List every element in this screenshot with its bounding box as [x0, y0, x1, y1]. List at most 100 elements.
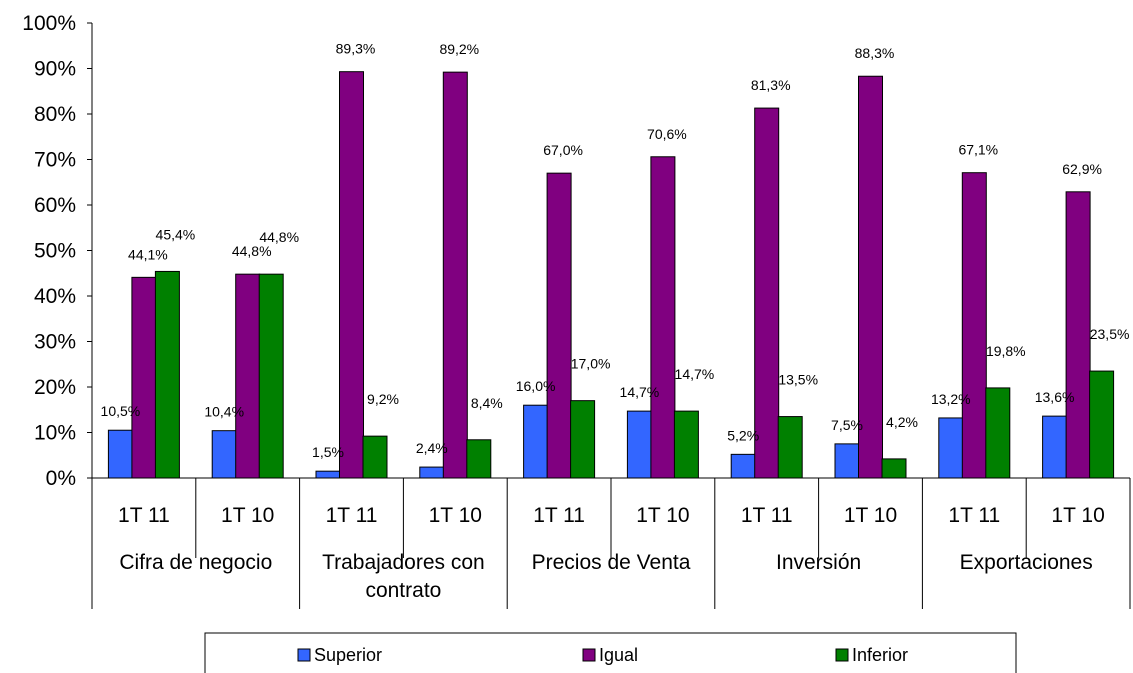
y-tick-label: 0%: [46, 467, 76, 490]
bar-igual: [961, 172, 987, 479]
data-label-igual: 62,9%: [1062, 161, 1102, 177]
y-tick-label: 40%: [34, 285, 76, 308]
group-label: Cifra de negocio: [119, 551, 272, 574]
bar-inferior: [154, 270, 180, 479]
bar-igual: [1065, 191, 1091, 479]
data-label-igual: 88,3%: [855, 45, 895, 61]
group-label: Exportaciones: [960, 551, 1093, 574]
data-label-inferior: 14,7%: [675, 366, 715, 382]
data-label-igual: 44,1%: [128, 246, 168, 262]
data-label-superior: 10,4%: [204, 404, 244, 420]
data-label-igual: 70,6%: [647, 126, 687, 142]
data-label-inferior: 19,8%: [986, 343, 1026, 359]
category-label: 1T 10: [636, 504, 689, 527]
legend: Superior Igual Inferior: [204, 632, 1017, 673]
group-label: contrato: [365, 579, 441, 602]
bar-inferior: [258, 273, 284, 479]
category-label: 1T 11: [948, 504, 1000, 527]
category-label: 1T 10: [844, 504, 897, 527]
bar-igual: [650, 156, 676, 479]
category-label: 1T 11: [118, 504, 170, 527]
data-label-inferior: 9,2%: [367, 391, 399, 407]
group-label: Precios de Venta: [532, 551, 691, 574]
bar-inferior: [881, 458, 907, 479]
data-label-igual: 67,0%: [543, 142, 583, 158]
bar-igual: [442, 71, 468, 479]
legend-label-inferior: Inferior: [852, 645, 908, 665]
data-label-inferior: 8,4%: [471, 395, 503, 411]
legend-label-superior: Superior: [314, 645, 382, 665]
data-label-igual: 67,1%: [958, 142, 998, 158]
data-label-superior: 13,6%: [1035, 389, 1075, 405]
bar-superior: [1042, 415, 1068, 479]
bar-superior: [938, 417, 964, 479]
data-label-superior: 13,2%: [931, 391, 971, 407]
bar-superior: [626, 410, 652, 479]
category-label: 1T 11: [326, 504, 378, 527]
y-tick-label: 20%: [34, 376, 76, 399]
data-label-igual: 81,3%: [751, 77, 791, 93]
data-label-inferior: 44,8%: [259, 229, 299, 245]
bar-superior: [211, 430, 237, 479]
y-tick-label: 80%: [34, 103, 76, 126]
data-label-superior: 16,0%: [516, 378, 556, 394]
data-label-superior: 1,5%: [312, 444, 344, 460]
data-label-inferior: 13,5%: [778, 372, 818, 388]
data-label-igual: 89,3%: [336, 41, 376, 57]
data-label-inferior: 23,5%: [1090, 326, 1130, 342]
bar-superior: [315, 470, 341, 479]
data-label-inferior: 45,4%: [156, 226, 196, 242]
legend-box: [204, 632, 1017, 673]
data-label-superior: 5,2%: [727, 427, 759, 443]
bar-igual: [858, 75, 883, 479]
data-label-superior: 2,4%: [416, 440, 448, 456]
bar-igual: [235, 273, 261, 479]
bar-superior: [523, 404, 549, 479]
y-axis-tick-labels: 0% 10% 20% 30% 40% 50% 60% 70% 80% 90% 100%: [22, 12, 76, 490]
category-label: 1T 10: [221, 504, 274, 527]
bar-inferior: [570, 400, 596, 479]
bar-superior: [834, 443, 860, 479]
y-tick-label: 90%: [34, 58, 76, 81]
category-label: 1T 11: [741, 504, 793, 527]
y-tick-label: 50%: [34, 240, 76, 263]
data-label-inferior: 4,2%: [886, 414, 918, 430]
data-label-superior: 10,5%: [101, 403, 141, 419]
bar-superior: [107, 429, 133, 479]
y-tick-label: 10%: [34, 422, 76, 445]
y-tick-label: 60%: [34, 194, 76, 217]
group-label: Trabajadores con: [322, 551, 485, 574]
category-label: 1T 10: [1051, 504, 1104, 527]
bars: [107, 71, 1115, 479]
bar-inferior: [362, 435, 388, 479]
group-label: Inversión: [776, 551, 861, 574]
bar-inferior: [777, 416, 803, 479]
bar-inferior: [1089, 370, 1115, 479]
data-label-superior: 14,7%: [620, 384, 660, 400]
bar-igual: [754, 107, 780, 479]
y-tick-label: 70%: [34, 149, 76, 172]
legend-swatch-inferior: [835, 648, 849, 662]
y-axis-ticks: [87, 22, 92, 479]
legend-label-igual: Igual: [599, 645, 638, 665]
bar-igual: [339, 71, 364, 479]
bar-inferior: [466, 439, 492, 479]
bar-inferior: [985, 387, 1011, 479]
bar-superior: [730, 453, 756, 479]
bar-data-labels: 10,5% 10,4% 1,5% 2,4% 16,0% 14,7% 5,2% 7,5% 13,2…: [101, 41, 1130, 460]
legend-swatch-igual: [582, 648, 596, 662]
data-label-igual: 44,8%: [232, 243, 272, 259]
y-tick-label: 30%: [34, 331, 76, 354]
category-label: 1T 11: [533, 504, 585, 527]
bar-inferior: [673, 410, 699, 479]
data-label-inferior: 17,0%: [571, 356, 611, 372]
data-label-igual: 89,2%: [439, 41, 479, 57]
legend-swatch-superior: [297, 648, 311, 662]
y-tick-label: 100%: [22, 12, 76, 35]
data-label-superior: 7,5%: [831, 417, 863, 433]
category-axis-table: 1T 11 1T 10 1T 11 1T 10 1T 11 1T 10 1T 11 1T 10…: [91, 478, 1131, 609]
bar-igual: [546, 172, 572, 479]
bar-superior: [419, 466, 445, 479]
bar-igual: [131, 276, 157, 479]
